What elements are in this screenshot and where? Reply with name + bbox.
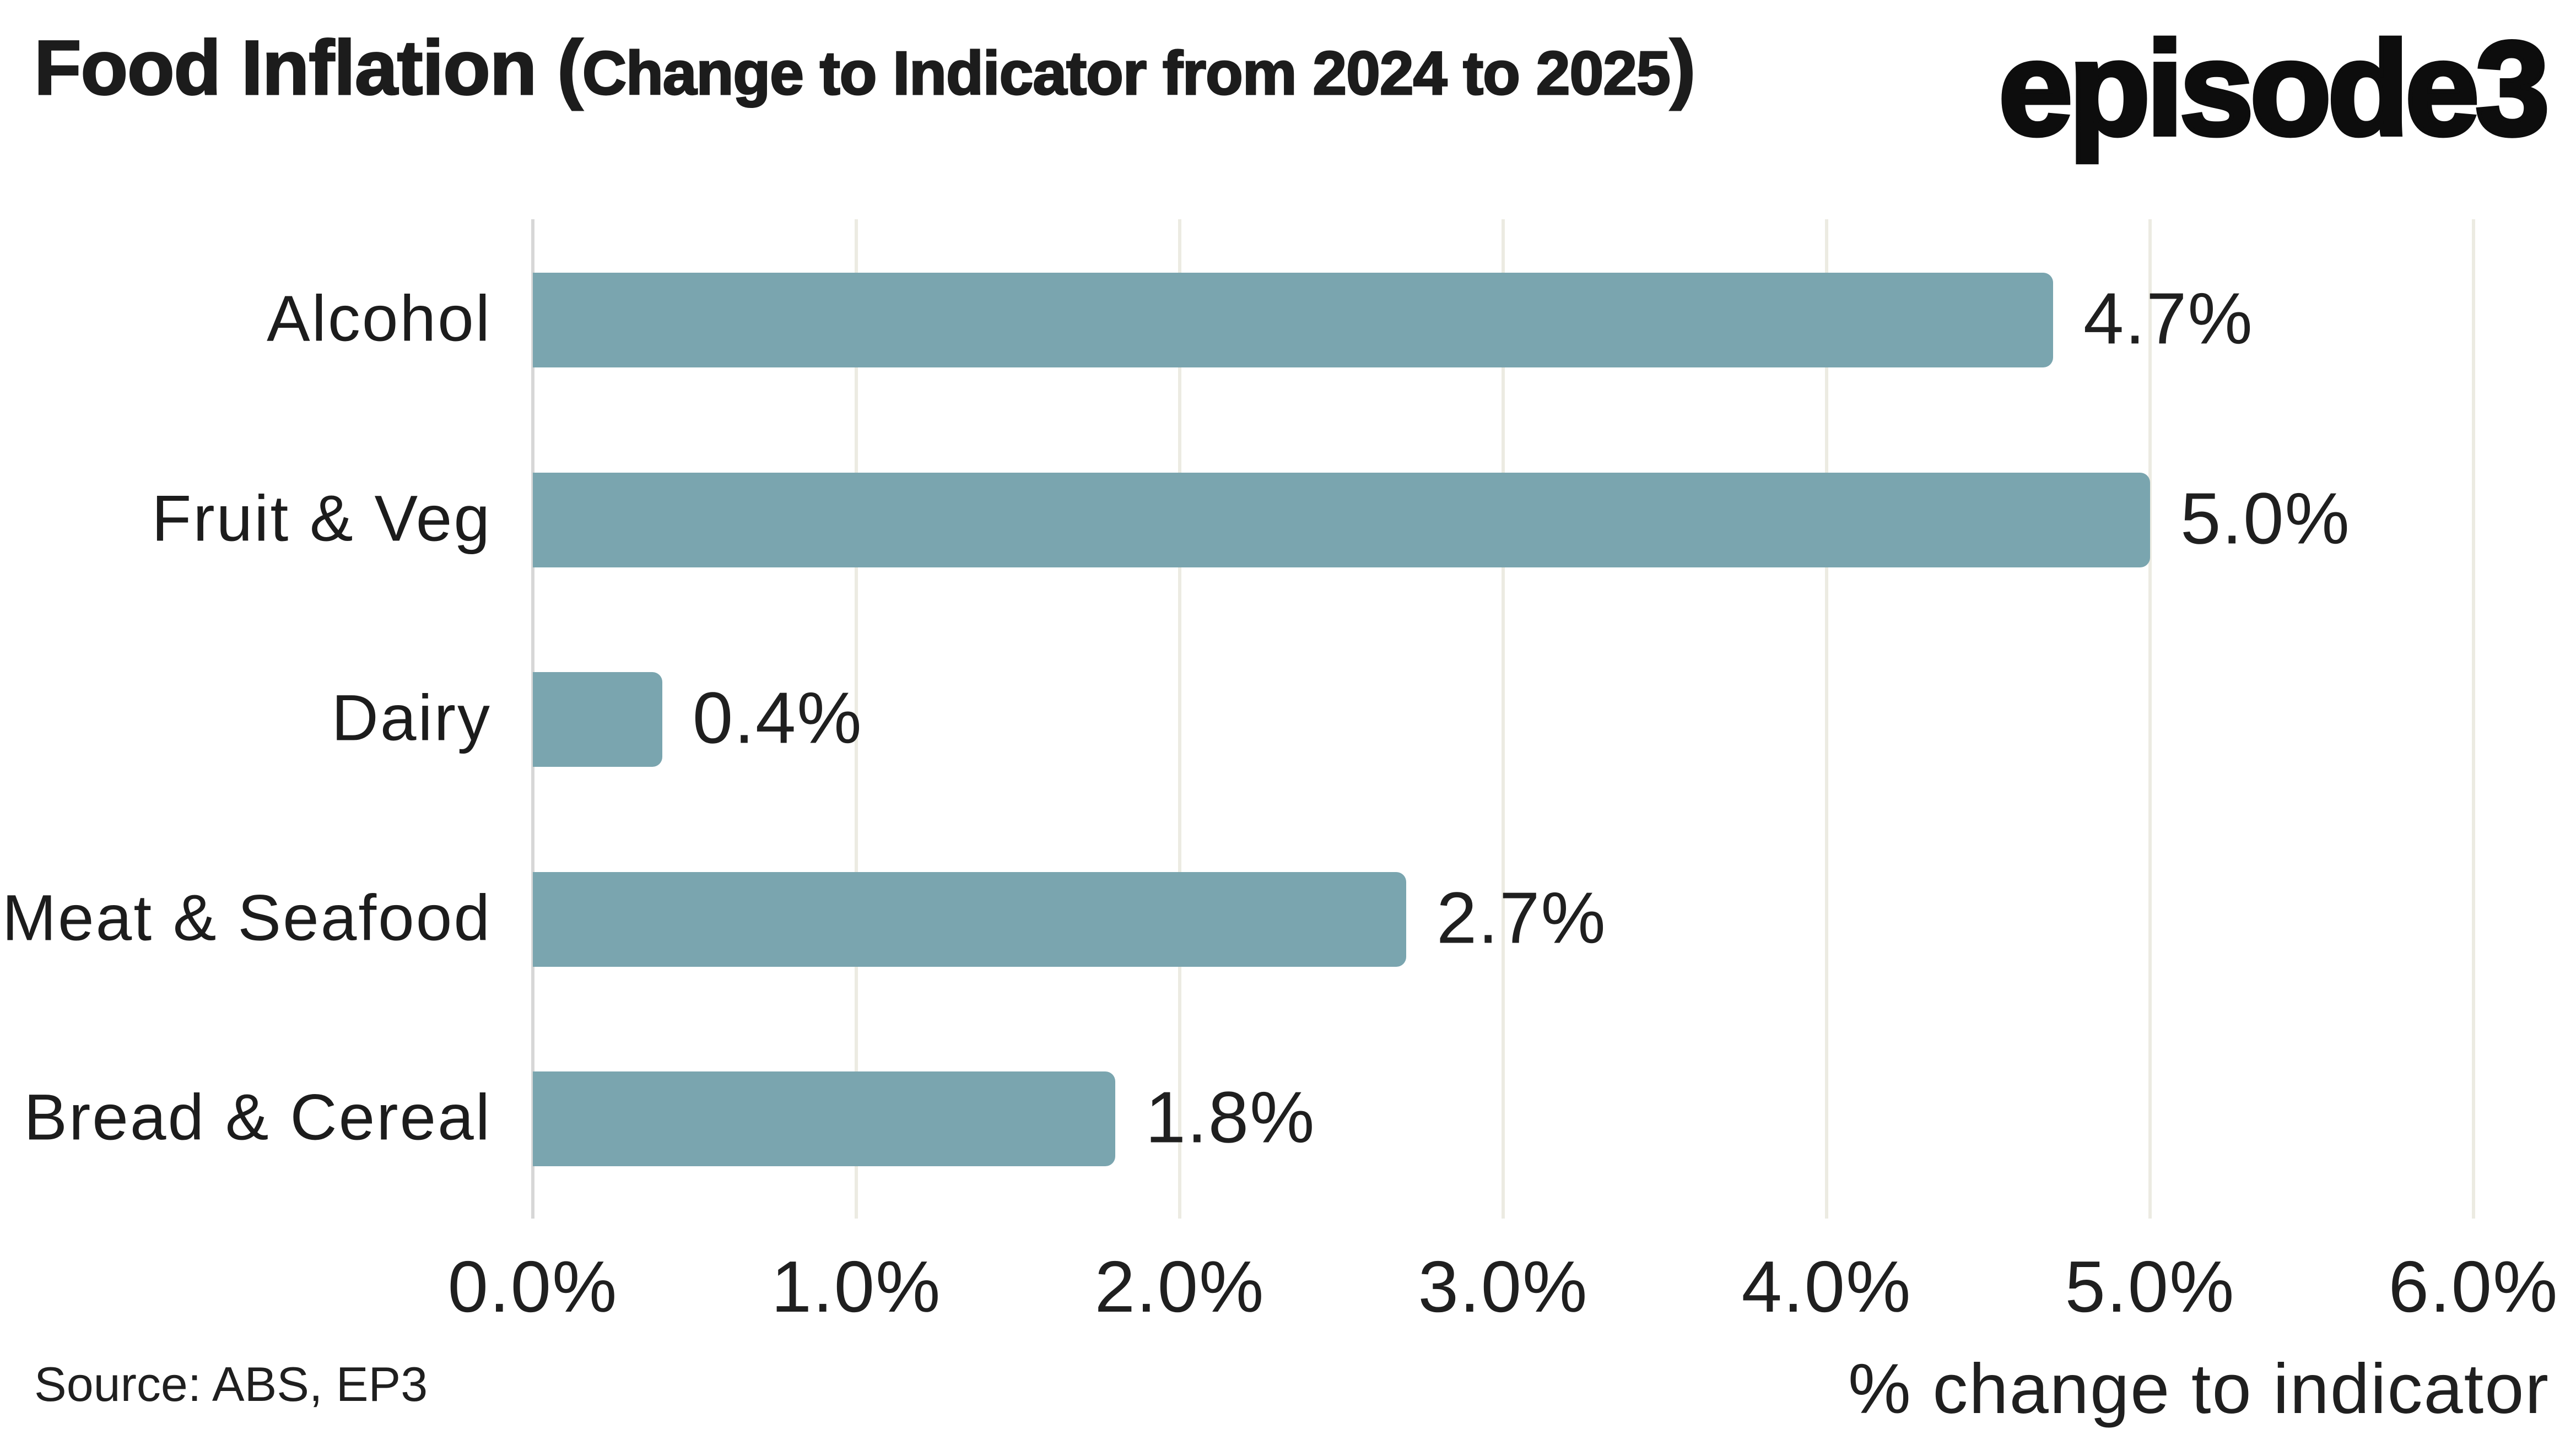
bar-value-label: 1.8% [1145,1076,1316,1158]
x-tick-label: 5.0% [2065,1246,2235,1327]
gridline [855,219,858,1219]
chart-title: Food Inflation (Change to Indicator from… [34,23,1697,112]
gridline [1502,219,1505,1219]
chart-title-main: Food Inflation ( [34,24,584,112]
chart-title-close-paren: ) [1669,24,1697,112]
category-label: Meat & Seafood [2,881,492,954]
bar [533,872,1406,967]
x-tick-label: 3.0% [1418,1246,1589,1327]
chart-title-subtitle: Change to Indicator from 2024 to 2025 [581,39,1671,109]
bar [533,472,2150,567]
x-tick-label: 1.0% [771,1246,942,1327]
bar [533,1071,1115,1166]
bar-value-label: 0.4% [692,677,863,759]
x-tick-label: 0.0% [447,1246,618,1327]
bar-value-label: 5.0% [2180,477,2351,559]
source-note: Source: ABS, EP3 [34,1357,428,1411]
gridline [1825,219,1828,1219]
x-tick-label: 2.0% [1094,1246,1265,1327]
category-label: Bread & Cereal [24,1081,492,1154]
bar-value-label: 4.7% [2083,278,2254,359]
category-label: Alcohol [266,282,492,355]
plot-area: Alcohol 4.7% Fruit & Veg 5.0% Dairy 0.4% Meat … [2,219,2557,1327]
x-tick-label: 6.0% [2388,1246,2559,1327]
gridline [2472,219,2475,1219]
x-tick-label: 4.0% [1741,1246,1912,1327]
bar [533,273,2053,367]
bar-value-label: 2.7% [1436,876,1607,958]
x-axis-title: % change to indicator [1848,1350,2550,1428]
category-label: Dairy [331,681,492,755]
episode3-logo: episode3 [1996,13,2552,164]
category-label: Fruit & Veg [152,481,492,555]
gridline [2148,219,2152,1219]
gridline [1178,219,1181,1219]
bar [533,672,662,767]
